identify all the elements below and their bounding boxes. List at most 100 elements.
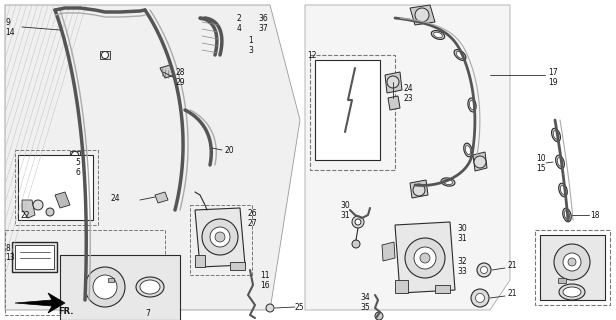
Bar — [5, 230, 165, 315]
Text: 1: 1 — [248, 36, 253, 44]
Polygon shape — [395, 222, 455, 293]
Polygon shape — [230, 262, 245, 270]
Circle shape — [352, 216, 364, 228]
Text: 2: 2 — [237, 13, 241, 22]
Bar — [15, 245, 54, 269]
Text: 29: 29 — [175, 77, 185, 86]
Text: 17: 17 — [548, 68, 557, 76]
Circle shape — [414, 247, 436, 269]
Polygon shape — [108, 278, 114, 282]
Ellipse shape — [456, 52, 464, 59]
Bar — [60, 255, 180, 320]
Polygon shape — [22, 200, 35, 218]
Polygon shape — [5, 5, 300, 310]
Circle shape — [554, 244, 590, 280]
Ellipse shape — [563, 287, 581, 297]
Ellipse shape — [444, 180, 453, 185]
Ellipse shape — [557, 158, 563, 166]
Text: 34: 34 — [360, 292, 370, 301]
Polygon shape — [155, 192, 168, 203]
Circle shape — [405, 238, 445, 278]
Ellipse shape — [563, 208, 571, 222]
Text: 20: 20 — [225, 146, 235, 155]
Polygon shape — [558, 278, 566, 283]
Polygon shape — [410, 5, 435, 25]
Ellipse shape — [553, 131, 559, 139]
Bar — [15, 150, 98, 225]
Circle shape — [476, 293, 485, 302]
Polygon shape — [388, 96, 400, 110]
Circle shape — [85, 267, 125, 307]
Bar — [535, 230, 610, 305]
Ellipse shape — [559, 284, 585, 300]
Text: 21: 21 — [508, 290, 517, 299]
Circle shape — [210, 227, 230, 247]
Circle shape — [474, 156, 486, 168]
Circle shape — [413, 184, 425, 196]
Text: 4: 4 — [237, 23, 242, 33]
Text: 24: 24 — [404, 84, 413, 92]
Circle shape — [102, 52, 108, 59]
Circle shape — [563, 253, 581, 271]
Text: 26: 26 — [248, 209, 257, 218]
Polygon shape — [195, 255, 205, 267]
Text: 27: 27 — [248, 219, 257, 228]
Ellipse shape — [136, 277, 164, 297]
Circle shape — [215, 232, 225, 242]
Polygon shape — [410, 180, 428, 198]
Text: 32: 32 — [457, 258, 467, 267]
Bar — [540, 235, 605, 300]
Text: 19: 19 — [548, 77, 557, 86]
Text: 5: 5 — [75, 157, 80, 166]
Polygon shape — [382, 242, 395, 261]
Text: 31: 31 — [340, 211, 350, 220]
Polygon shape — [385, 72, 402, 93]
Circle shape — [387, 76, 399, 88]
Text: 8: 8 — [5, 244, 10, 252]
Ellipse shape — [551, 128, 561, 142]
Polygon shape — [160, 65, 175, 78]
Polygon shape — [395, 280, 408, 293]
Bar — [315, 60, 380, 160]
Text: 28: 28 — [175, 68, 185, 76]
Polygon shape — [305, 5, 510, 310]
Ellipse shape — [431, 30, 445, 39]
Text: 18: 18 — [590, 211, 599, 220]
Bar — [310, 55, 395, 170]
Text: 30: 30 — [457, 223, 467, 233]
Text: 12: 12 — [307, 51, 317, 60]
Text: 25: 25 — [295, 302, 305, 311]
Text: 33: 33 — [457, 268, 467, 276]
Ellipse shape — [556, 155, 564, 169]
Polygon shape — [435, 285, 450, 293]
Circle shape — [352, 240, 360, 248]
Circle shape — [202, 219, 238, 255]
Ellipse shape — [454, 50, 466, 60]
Polygon shape — [55, 192, 70, 208]
Text: 13: 13 — [5, 253, 15, 262]
Text: 21: 21 — [508, 261, 517, 270]
Polygon shape — [100, 51, 110, 59]
Ellipse shape — [464, 143, 472, 157]
Text: 23: 23 — [404, 93, 413, 102]
Text: 36: 36 — [258, 13, 268, 22]
Polygon shape — [15, 293, 65, 313]
Ellipse shape — [434, 32, 442, 38]
Polygon shape — [473, 152, 487, 171]
Ellipse shape — [559, 183, 567, 197]
Circle shape — [375, 312, 383, 320]
Ellipse shape — [468, 98, 476, 112]
Ellipse shape — [564, 211, 570, 220]
Ellipse shape — [465, 146, 471, 154]
Bar — [12, 242, 57, 272]
Circle shape — [71, 151, 78, 158]
Text: 15: 15 — [537, 164, 546, 172]
Text: FR.: FR. — [58, 308, 73, 316]
Ellipse shape — [561, 186, 565, 194]
Circle shape — [33, 200, 43, 210]
Bar — [18, 155, 93, 220]
Circle shape — [477, 263, 491, 277]
Text: 22: 22 — [20, 211, 30, 220]
Circle shape — [480, 267, 487, 274]
Text: 11: 11 — [260, 270, 269, 279]
